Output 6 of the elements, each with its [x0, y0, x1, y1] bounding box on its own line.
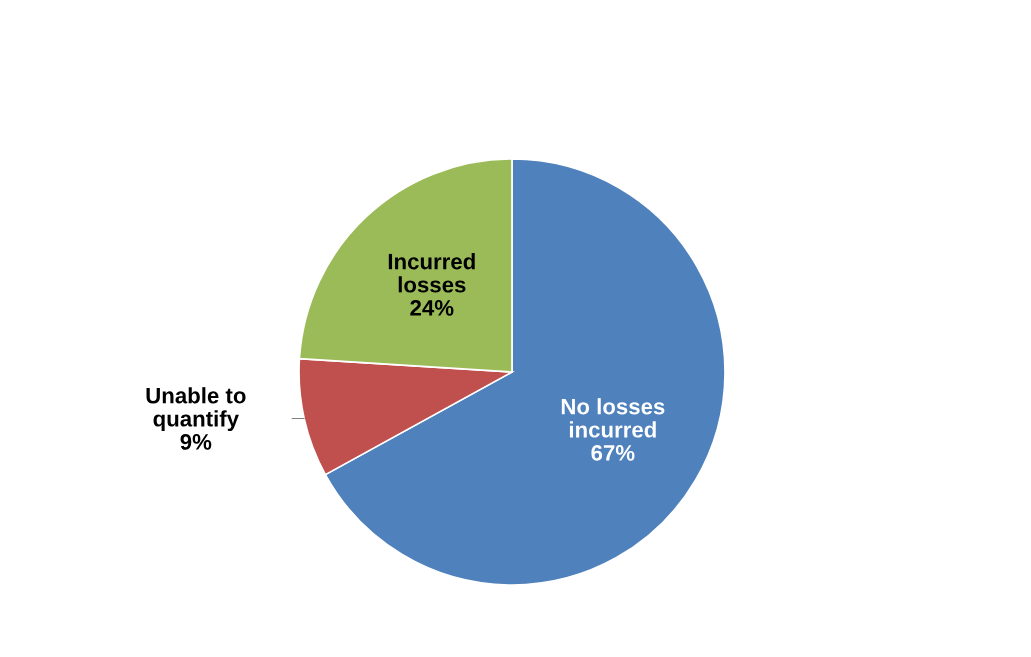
data-label: 9%: [180, 434, 212, 450]
slice-label: Unable to quantify: [146, 387, 246, 431]
slice-label: No losses incurred: [561, 398, 665, 438]
data-label: 24%: [410, 299, 454, 316]
slice-label: Incurred losses: [388, 253, 475, 293]
data-label: 67%: [591, 444, 635, 461]
